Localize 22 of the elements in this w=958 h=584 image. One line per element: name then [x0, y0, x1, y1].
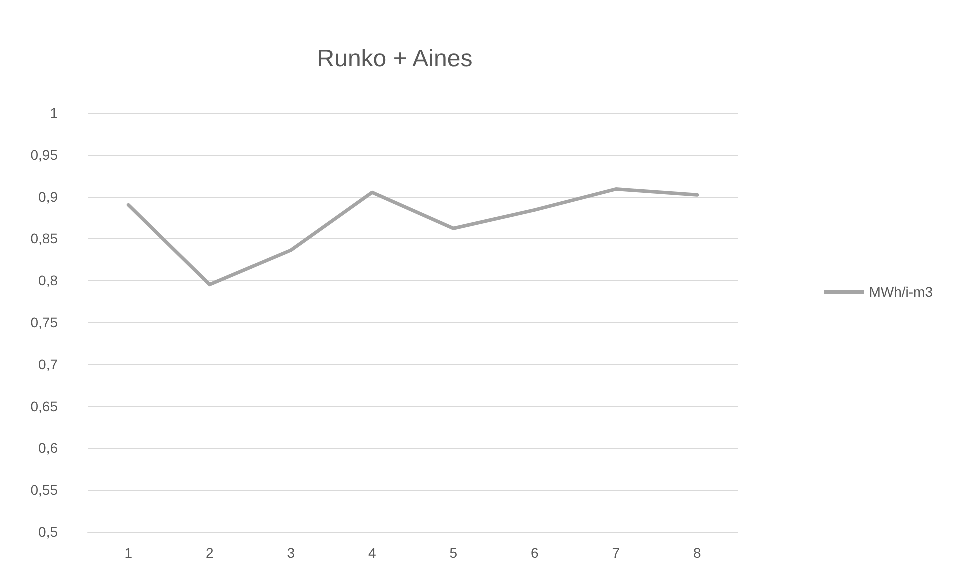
y-tick-label: 0,95 — [30, 146, 58, 163]
y-tick-label: 0,65 — [30, 398, 58, 414]
legend-label: MWh/i-m3 — [869, 284, 934, 300]
x-tick-label: 6 — [530, 545, 539, 561]
y-tick-label: 0,85 — [30, 230, 58, 247]
x-tick-label: 5 — [450, 545, 458, 561]
chart-title: Runko + Aines — [317, 46, 473, 72]
y-tick-label: 0,9 — [38, 188, 58, 205]
y-tick-label: 1 — [50, 105, 58, 121]
y-tick-label: 0,7 — [38, 356, 58, 372]
x-tick-label: 2 — [206, 545, 214, 561]
y-tick-label: 0,75 — [30, 314, 58, 330]
y-tick-label: 0,8 — [38, 272, 58, 289]
x-tick-label: 8 — [693, 545, 702, 561]
y-tick-label: 0,55 — [30, 482, 58, 498]
line-series — [126, 188, 700, 287]
y-tick-label: 0,5 — [38, 524, 58, 540]
x-tick-label: 3 — [287, 545, 296, 561]
x-tick-label: 4 — [368, 545, 376, 561]
x-tick-label: 7 — [612, 545, 620, 561]
x-tick-label: 1 — [124, 545, 133, 561]
y-tick-label: 0,6 — [38, 440, 58, 456]
